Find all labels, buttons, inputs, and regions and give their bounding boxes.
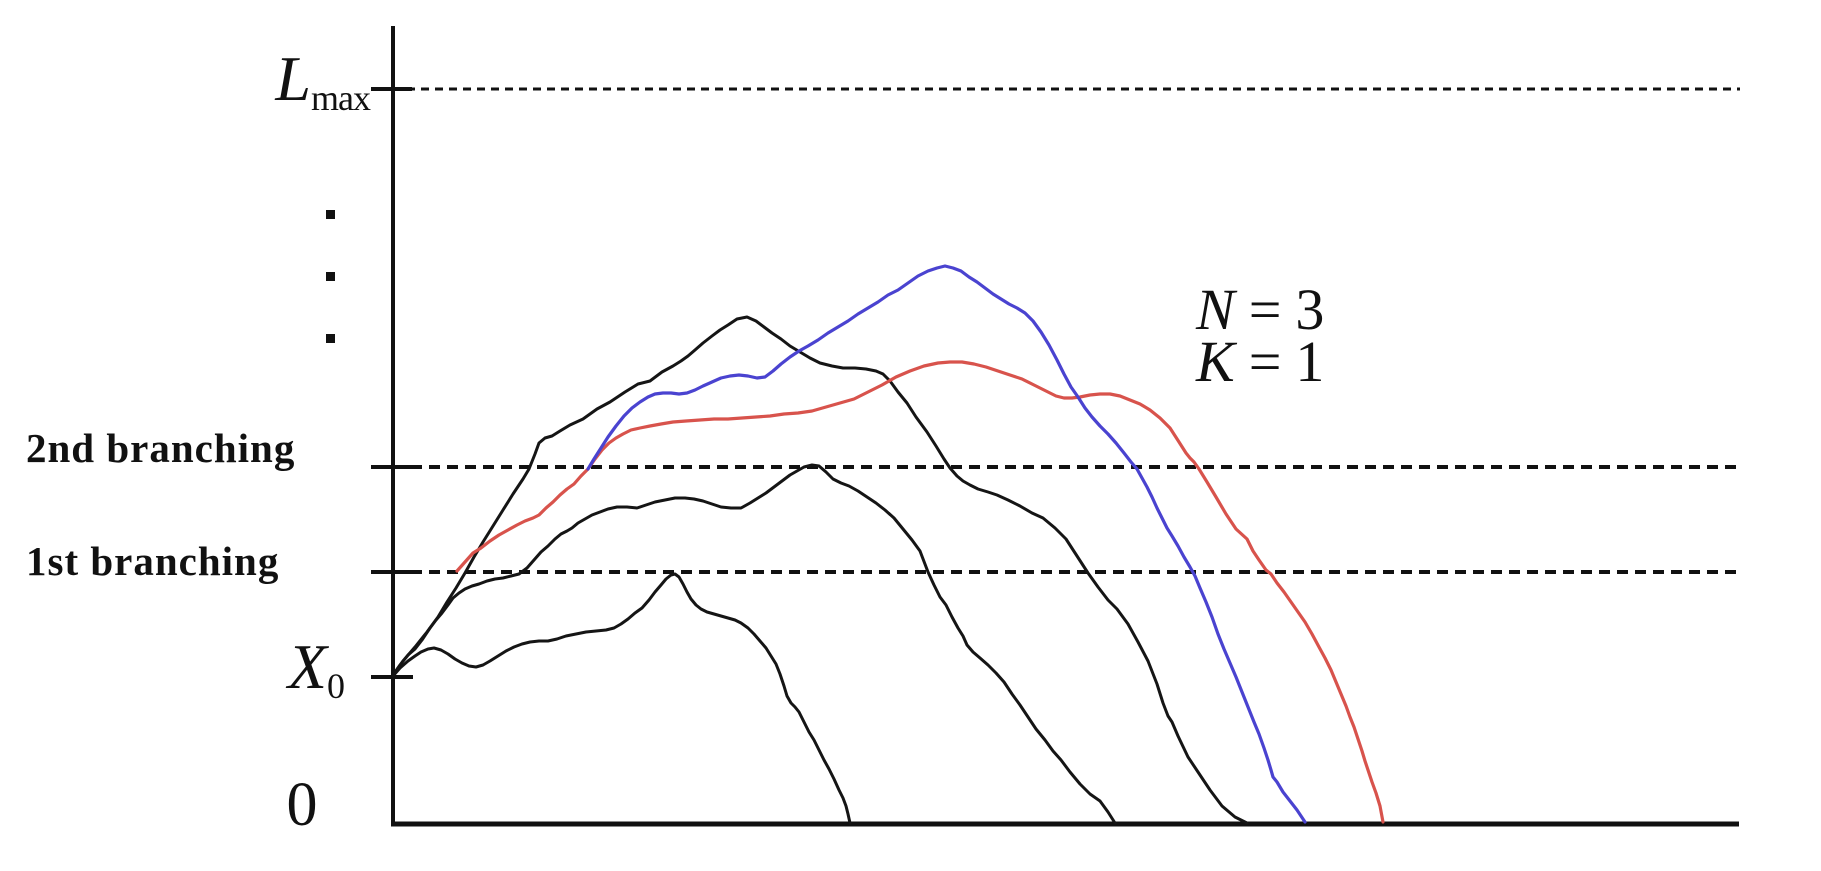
red-branch-path (455, 360, 1385, 824)
param-n-value: 3 (1295, 277, 1325, 342)
x0-label: X0 (150, 630, 345, 706)
param-n-equals: = (1248, 277, 1282, 342)
x0-symbol: X (287, 631, 327, 702)
lmax-label: Lmax (170, 42, 371, 118)
walker-b-path (391, 463, 1117, 825)
walker-c-path (391, 572, 852, 825)
x0-subscript: 0 (327, 666, 345, 706)
second-branching-label: 2nd branching (26, 425, 296, 471)
parameters-annotation: N = 3 K = 1 (1196, 281, 1324, 391)
param-n: N = 3 (1196, 281, 1324, 339)
lmax-symbol: L (275, 43, 312, 114)
vertical-ellipsis-dot-1 (326, 210, 335, 219)
origin-label: 0 (286, 771, 318, 839)
vertical-ellipsis-dot-2 (326, 272, 335, 281)
blue-branch-path (586, 264, 1307, 824)
lmax-subscript: max (311, 78, 371, 118)
param-k: K = 1 (1196, 333, 1324, 391)
param-k-equals: = (1248, 329, 1282, 394)
first-branching-label: 1st branching (26, 538, 280, 584)
vertical-ellipsis-dot-3 (326, 334, 335, 343)
param-k-symbol: K (1196, 329, 1235, 394)
param-n-symbol: N (1196, 277, 1235, 342)
walker-a-path (391, 315, 1249, 825)
param-k-value: 1 (1295, 329, 1325, 394)
